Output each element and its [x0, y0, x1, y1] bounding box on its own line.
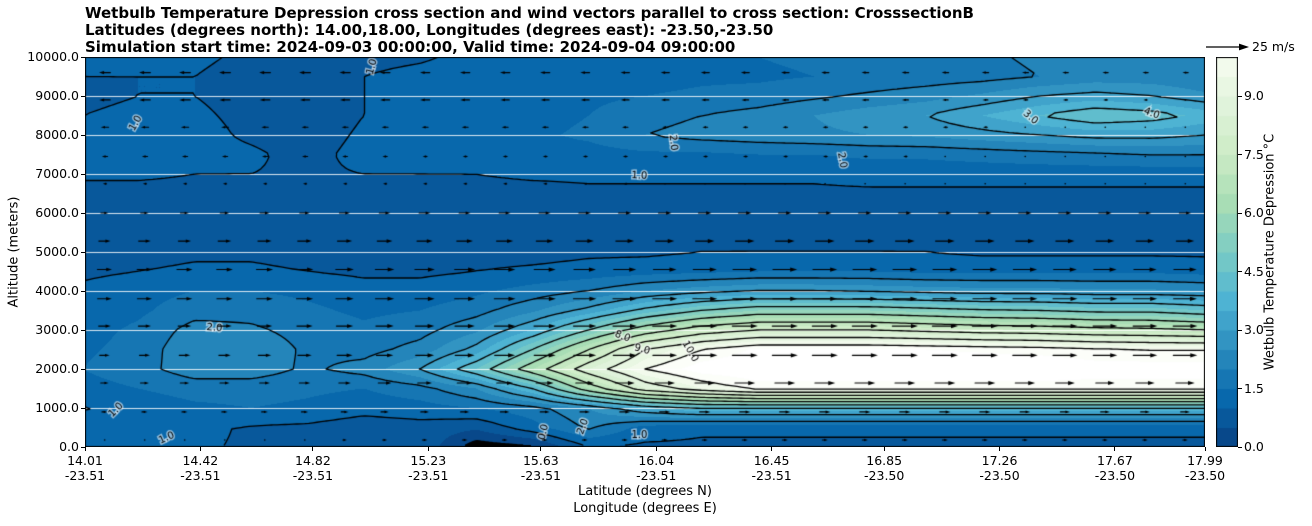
x-tick-label-latitude: 15.63 — [522, 453, 559, 468]
y-tick-mark — [81, 290, 85, 292]
y-tick-label: 10000.0 — [27, 49, 79, 64]
y-tick-label: 0.0 — [59, 439, 79, 454]
colorbar-tick-label: 3.0 — [1244, 322, 1264, 337]
x-tick-label-longitude: -23.51 — [751, 468, 792, 483]
x-tick-mark — [1204, 447, 1206, 451]
x-tick-mark — [655, 447, 657, 451]
x-tick-mark — [883, 447, 885, 451]
x-tick-label-longitude: -23.51 — [636, 468, 677, 483]
x-tick-mark — [999, 447, 1001, 451]
x-tick-label-latitude: 17.67 — [1097, 453, 1133, 468]
colorbar — [1216, 57, 1238, 447]
x-tick-label-latitude: 14.82 — [295, 453, 331, 468]
y-tick-mark — [81, 56, 85, 58]
y-tick-mark — [81, 134, 85, 136]
y-tick-mark — [81, 446, 85, 448]
colorbar-tick-label: 4.5 — [1244, 263, 1264, 279]
colorbar-tick-mark — [1238, 388, 1242, 389]
colorbar-tick-mark — [1238, 271, 1242, 272]
x-tick-label-latitude: 15.23 — [410, 453, 447, 468]
x-tick-label-latitude: 16.45 — [753, 453, 790, 468]
colorbar-tick-label: 1.5 — [1244, 380, 1264, 396]
colorbar-tick-label: 6.0 — [1244, 205, 1264, 220]
colorbar-tick-label: 9.0 — [1244, 88, 1264, 103]
x-tick-label-longitude: -23.50 — [1184, 468, 1226, 483]
y-tick-mark — [81, 251, 85, 253]
colorbar-tick-mark — [1238, 446, 1242, 448]
colorbar-tick-mark — [1238, 95, 1242, 97]
y-tick-label: 6000.0 — [35, 205, 79, 220]
colorbar-tick-label: 0.0 — [1244, 439, 1264, 454]
y-tick-label: 1000.0 — [35, 400, 79, 415]
x-tick-label-latitude: 17.99 — [1187, 453, 1223, 468]
cross-section-plot — [85, 57, 1205, 447]
x-tick-label-longitude: -23.50 — [979, 468, 1020, 483]
x-tick-mark — [540, 447, 542, 451]
x-tick-label-longitude: -23.51 — [408, 468, 449, 483]
y-tick-mark — [81, 407, 85, 409]
plot-title-line-2: Latitudes (degrees north): 14.00,18.00, … — [85, 21, 774, 39]
x-tick-label-latitude: 16.04 — [638, 453, 675, 468]
x-tick-label-longitude: -23.51 — [292, 468, 334, 483]
y-tick-mark — [81, 173, 85, 175]
x-tick-label-latitude: 14.01 — [67, 453, 103, 468]
x-axis-label-longitude: Longitude (degrees E) — [573, 501, 717, 516]
y-tick-label: 3000.0 — [35, 322, 79, 337]
wind-speed-key-label: 25 m/s — [1252, 39, 1295, 54]
y-tick-mark — [81, 95, 85, 97]
y-tick-mark — [81, 368, 85, 370]
x-tick-label-latitude: 14.42 — [182, 453, 219, 468]
x-tick-mark — [771, 447, 773, 451]
x-tick-label-longitude: -23.50 — [1094, 468, 1136, 483]
x-tick-mark — [427, 447, 429, 451]
colorbar-tick-label: 7.5 — [1244, 146, 1264, 162]
y-tick-mark — [81, 329, 85, 331]
colorbar-tick-mark — [1238, 212, 1242, 214]
y-tick-label: 8000.0 — [35, 127, 79, 142]
x-tick-label-longitude: -23.51 — [64, 468, 106, 483]
y-tick-label: 7000.0 — [35, 166, 79, 181]
plot-title-line-3: Simulation start time: 2024-09-03 00:00:… — [85, 38, 736, 56]
reference-arrow-icon — [1206, 43, 1249, 51]
x-tick-mark — [312, 447, 314, 451]
x-tick-mark — [1114, 447, 1116, 451]
x-tick-mark — [199, 447, 201, 451]
x-tick-label-longitude: -23.51 — [180, 468, 221, 483]
x-tick-label-longitude: -23.50 — [864, 468, 905, 483]
x-tick-label-longitude: -23.51 — [520, 468, 562, 483]
y-tick-label: 9000.0 — [35, 88, 79, 103]
x-tick-label-latitude: 16.85 — [866, 453, 903, 468]
y-tick-mark — [81, 212, 85, 214]
x-axis-label-latitude: Latitude (degrees N) — [578, 484, 712, 499]
x-tick-label-latitude: 17.26 — [981, 453, 1018, 468]
colorbar-tick-mark — [1238, 329, 1242, 331]
y-tick-label: 2000.0 — [35, 361, 79, 376]
plot-title-line-1: Wetbulb Temperature Depression cross sec… — [85, 4, 974, 22]
y-tick-label: 4000.0 — [35, 283, 79, 298]
x-tick-mark — [84, 447, 86, 451]
colorbar-tick-mark — [1238, 154, 1242, 155]
y-tick-label: 5000.0 — [35, 244, 79, 259]
